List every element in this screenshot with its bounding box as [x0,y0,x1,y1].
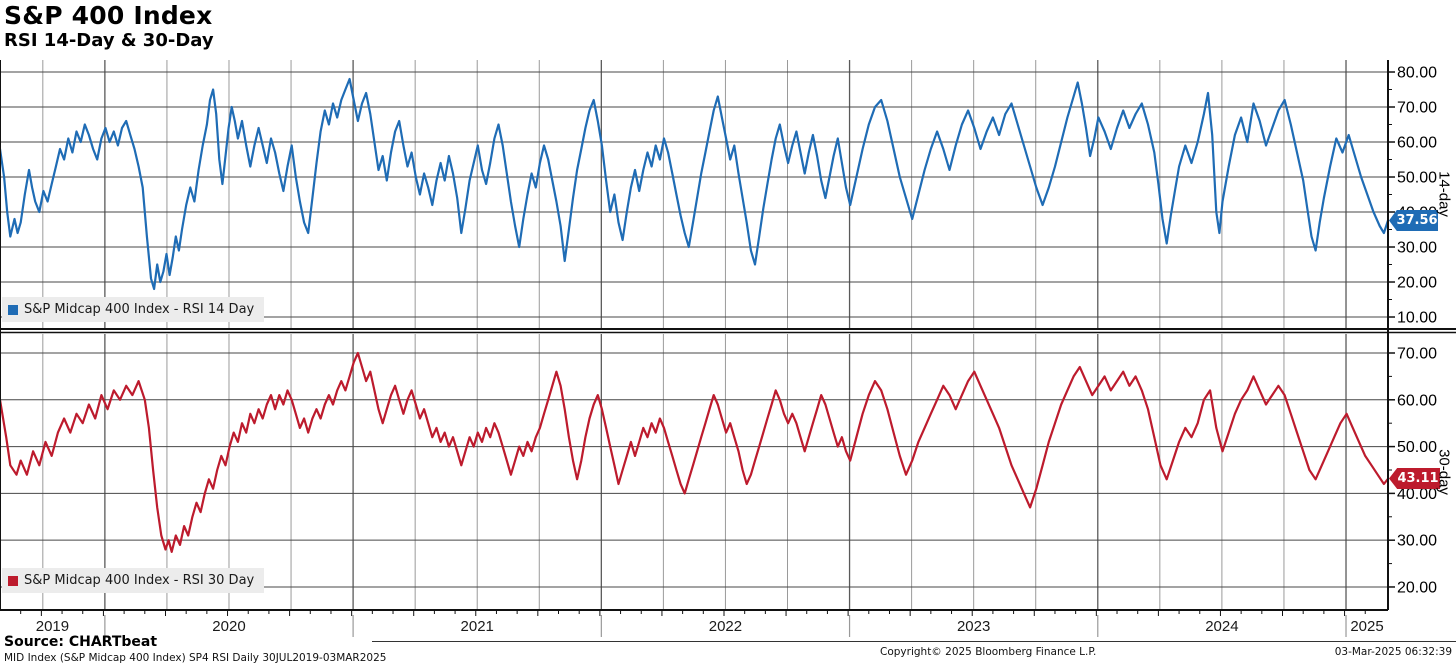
x-axis-year-label: 2022 [709,618,742,635]
y-axis-tick-label: 70.00 [1397,100,1437,117]
y-axis-tick-label: 30.00 [1397,533,1437,550]
copyright-text: Copyright© 2025 Bloomberg Finance L.P. [880,646,1097,658]
x-axis-year-label: 2025 [1350,618,1383,635]
legend-rsi-14-day[interactable]: S&P Midcap 400 Index - RSI 14 Day [2,297,265,322]
x-axis-year-label: 2024 [1205,618,1238,635]
rsi-line-bottom [0,351,1390,554]
legend-label: S&P Midcap 400 Index - RSI 14 Day [24,302,255,317]
legend-swatch-red-icon [8,575,18,586]
timestamp-text: 03-Mar-2025 06:32:39 [1334,646,1452,658]
y-axis-tick-label: 60.00 [1397,392,1437,409]
x-axis-year-label: 2020 [212,618,245,635]
y-axis-tick-label: 50.00 [1397,439,1437,456]
chart-meta-text: MID Index (S&P Midcap 400 Index) SP4 RSI… [4,652,387,664]
footer-divider [372,641,1456,642]
x-axis-year-label: 2023 [957,618,990,635]
y-axis-tick-label: 20.00 [1397,275,1437,292]
y-axis-tick-label: 40.00 [1397,486,1437,503]
rsi-line-top [0,77,1390,291]
source-text: Source: CHARTbeat [4,634,158,650]
y-axis-tick-label: 50.00 [1397,170,1437,187]
y-axis-tick-label: 70.00 [1397,345,1437,362]
x-axis-year-label: 2019 [36,618,69,635]
y-axis-tick-label: 60.00 [1397,135,1437,152]
last-value-badge-14-day: 37.56 [1389,210,1438,231]
y-axis-title-14-day: 14-day [1435,171,1453,217]
x-axis-year-label: 2021 [461,618,494,635]
page-subtitle: RSI 14-Day & 30-Day [4,30,214,51]
y-axis-tick-label: 80.00 [1397,65,1437,82]
y-axis-tick-label: 20.00 [1397,579,1437,596]
y-axis-tick-label: 10.00 [1397,310,1437,327]
last-value-badge-30-day: 43.11 [1389,468,1440,489]
y-axis-title-30-day: 30-day [1435,449,1453,495]
page-title: S&P 400 Index [4,1,213,30]
legend-rsi-30-day[interactable]: S&P Midcap 400 Index - RSI 30 Day [2,568,265,593]
y-axis-tick-label: 30.00 [1397,240,1437,257]
legend-swatch-blue-icon [8,304,18,315]
legend-label: S&P Midcap 400 Index - RSI 30 Day [24,573,255,588]
